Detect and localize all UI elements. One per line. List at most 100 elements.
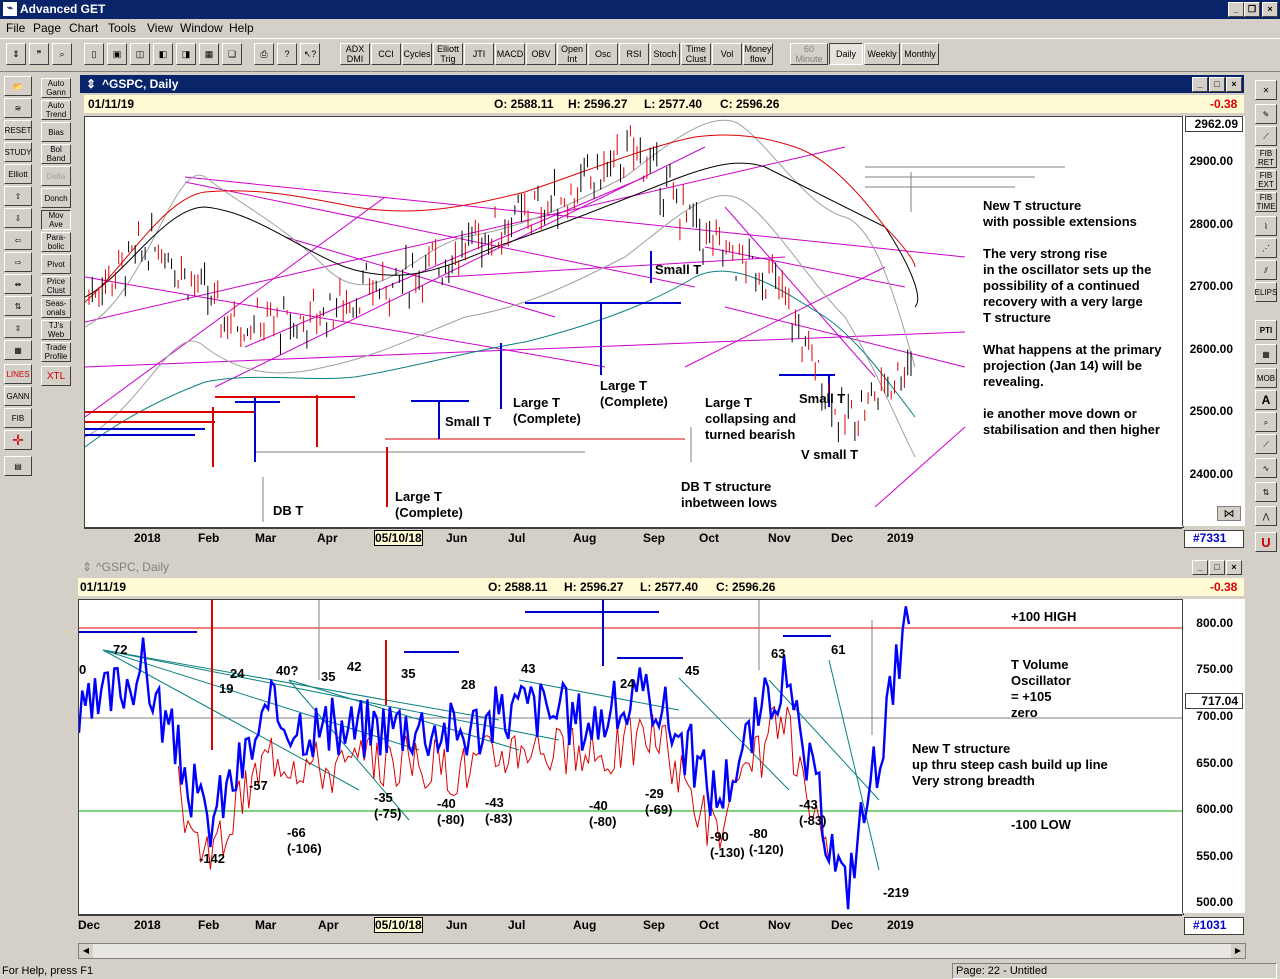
top-pane-minimize[interactable]: _ <box>1192 77 1208 92</box>
vertical-arrows-icon[interactable]: ⇅ <box>4 296 32 316</box>
line-tool-icon[interactable]: ⟋ <box>1255 434 1277 454</box>
restore-button[interactable]: ❐ <box>1244 2 1260 17</box>
menu-tools[interactable]: Tools <box>108 21 137 35</box>
up-arrow-icon[interactable]: ⇧ <box>4 186 32 206</box>
tool-price-clust[interactable]: Price Clust <box>41 276 71 296</box>
tile-icon[interactable]: ▦ <box>199 43 219 65</box>
tool-delta[interactable]: Delta <box>41 166 71 186</box>
price-chart[interactable]: DB T Large T (Complete) Small T Large T … <box>84 116 1184 528</box>
period-60-minute[interactable]: 60 Minute <box>790 43 828 65</box>
pencil-icon[interactable]: ✎ <box>1255 104 1277 124</box>
bottom-pane-maximize[interactable]: □ <box>1209 560 1225 575</box>
indicator-time-clust[interactable]: Time Clust <box>681 43 711 65</box>
indicator-vol[interactable]: Vol <box>712 43 742 65</box>
menu-view[interactable]: View <box>147 21 173 35</box>
window-icon[interactable]: ◧ <box>153 43 173 65</box>
scroll-left-icon[interactable]: ◀ <box>79 944 93 958</box>
grid-icon[interactable]: ▦ <box>4 340 32 360</box>
scale-icon[interactable]: ⋈ <box>1217 506 1241 521</box>
magnify-icon[interactable]: ⌕ <box>52 43 72 65</box>
elliott-icon[interactable]: Elliott <box>4 164 32 184</box>
magnet-icon[interactable]: U <box>1255 532 1277 552</box>
table-icon[interactable]: ▦ <box>1255 344 1277 364</box>
fan-icon[interactable]: ⌇ <box>1255 216 1277 236</box>
down-arrow-icon[interactable]: ⇩ <box>4 208 32 228</box>
quote-icon[interactable]: ❞ <box>29 43 49 65</box>
scroll-right-icon[interactable]: ▶ <box>1231 944 1245 958</box>
text-tool-icon[interactable]: A <box>1255 390 1277 410</box>
zoom-icon[interactable]: ⌕ <box>1255 412 1277 432</box>
tool-mov-ave[interactable]: Mov Ave <box>41 210 71 230</box>
tool-pivot[interactable]: Pivot <box>41 254 71 274</box>
print-icon[interactable]: ⎙ <box>254 43 274 65</box>
menu-window[interactable]: Window <box>180 21 223 35</box>
tool-bias[interactable]: Bias <box>41 122 71 142</box>
mob-icon[interactable]: MOB <box>1255 368 1277 388</box>
new-page-icon[interactable]: ▯ <box>84 43 104 65</box>
tool-auto-gann[interactable]: Auto Gann <box>41 78 71 98</box>
tool-auto-trend[interactable]: Auto Trend <box>41 100 71 120</box>
tool-donch[interactable]: Donch <box>41 188 71 208</box>
fib-ext-icon[interactable]: FIB EXT <box>1255 170 1277 190</box>
indicator-osc[interactable]: Osc <box>588 43 618 65</box>
indicator-cycles[interactable]: Cycles <box>402 43 432 65</box>
channel-icon[interactable]: ⫽ <box>1255 260 1277 280</box>
minimize-button[interactable]: _ <box>1228 2 1244 17</box>
indicator-elliott-trig[interactable]: Elliott Trig <box>433 43 463 65</box>
pti-icon[interactable]: PTI <box>1255 320 1277 340</box>
x-tick-selected[interactable]: 05/10/18 <box>374 530 423 546</box>
fib-icon[interactable]: FIB <box>4 408 32 428</box>
wave-icon[interactable]: ∿ <box>1255 458 1277 478</box>
context-help-icon[interactable]: ↖? <box>300 43 320 65</box>
zigzag-icon[interactable]: ≋ <box>4 98 32 118</box>
open-icon[interactable]: ◫ <box>130 43 150 65</box>
fib-time-icon[interactable]: FIB TIME <box>1255 192 1277 212</box>
indicator-obv[interactable]: OBV <box>526 43 556 65</box>
bottom-pane-minimize[interactable]: _ <box>1192 560 1208 575</box>
diagonal-lines-icon[interactable]: ⟋ <box>1255 126 1277 146</box>
tool-tjs-web[interactable]: TJ's Web <box>41 320 71 340</box>
indicator-macd[interactable]: MACD <box>495 43 525 65</box>
bottom-pane-close[interactable]: × <box>1226 560 1242 575</box>
menu-chart[interactable]: Chart <box>69 21 99 35</box>
right-arrow-icon[interactable]: ⇨ <box>4 252 32 272</box>
indicator-adx-dmi[interactable]: ADX DMI <box>340 43 370 65</box>
indicator-open-int[interactable]: Open Int <box>557 43 587 65</box>
horizontal-scrollbar[interactable]: ◀ ▶ <box>78 943 1246 959</box>
oscillator-chart[interactable]: 0 72 24 19 40? 35 42 35 28 43 24 45 63 6… <box>78 599 1184 915</box>
cross-lines-icon[interactable]: ✕ <box>1255 80 1277 100</box>
close-button[interactable]: × <box>1262 2 1278 17</box>
expand-icon[interactable]: ⇹ <box>4 274 32 294</box>
open-folder-icon[interactable]: 📂 <box>4 76 32 96</box>
compress-icon[interactable]: ⇳ <box>4 318 32 338</box>
top-pane-maximize[interactable]: □ <box>1209 77 1225 92</box>
tool-trade-profile[interactable]: Trade Profile <box>41 342 71 362</box>
left-arrow-icon[interactable]: ⇦ <box>4 230 32 250</box>
gann-icon[interactable]: GANN <box>4 386 32 406</box>
period-weekly[interactable]: Weekly <box>864 43 900 65</box>
cursor-tool-icon[interactable]: ⇕ <box>6 43 26 65</box>
layout-icon[interactable]: ◨ <box>176 43 196 65</box>
properties-icon[interactable]: ▤ <box>4 456 32 476</box>
top-pane-close[interactable]: × <box>1226 77 1242 92</box>
indicator-jti[interactable]: JTI <box>464 43 494 65</box>
menu-page[interactable]: Page <box>33 21 62 35</box>
indicator-cci[interactable]: CCI <box>371 43 401 65</box>
elips-icon[interactable]: ELIPS <box>1255 282 1277 302</box>
indicator-stoch[interactable]: Stoch <box>650 43 680 65</box>
help-icon[interactable]: ? <box>277 43 297 65</box>
study-icon[interactable]: STUDY <box>4 142 32 162</box>
reset-icon[interactable]: RESET <box>4 120 32 140</box>
crosshair-icon[interactable]: ✛ <box>4 430 32 450</box>
indicator-money-flow[interactable]: Money flow <box>743 43 773 65</box>
tool-seasonals[interactable]: Seas-onals <box>41 298 71 318</box>
fib-ret-icon[interactable]: FIB RET <box>1255 148 1277 168</box>
x-tick-selected[interactable]: 05/10/18 <box>374 917 423 933</box>
up-down-arrows-icon[interactable]: ⇅ <box>1255 482 1277 502</box>
swing-icon[interactable]: ⋀ <box>1255 506 1277 526</box>
lines-icon[interactable]: LINES <box>4 364 32 384</box>
menu-help[interactable]: Help <box>229 21 254 35</box>
indicator-rsi[interactable]: RSI <box>619 43 649 65</box>
menu-file[interactable]: File <box>6 21 26 35</box>
tool-bol-band[interactable]: Bol Band <box>41 144 71 164</box>
